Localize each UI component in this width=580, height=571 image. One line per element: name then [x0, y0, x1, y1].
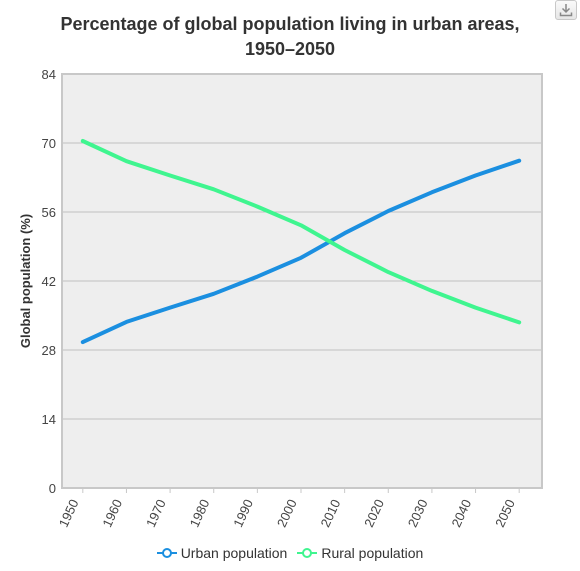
y-tick-label: 70: [42, 136, 56, 151]
chart-title-line-2: 1950–2050: [244, 39, 336, 59]
y-axis-ticks: 0 14 28 42 56 70 84: [42, 67, 56, 496]
x-tick-label: 1950: [56, 497, 82, 530]
legend: Urban population Rural population: [0, 545, 580, 561]
legend-item-1[interactable]: Rural population: [297, 545, 423, 561]
chart-title: Percentage of global population living i…: [0, 12, 580, 62]
y-tick-label: 84: [42, 67, 56, 82]
axes: [61, 73, 543, 489]
y-axis-label: Global population (%): [18, 214, 33, 348]
x-tick-label: 2010: [318, 497, 344, 530]
legend-label: Rural population: [321, 545, 424, 561]
y-tick-label: 28: [42, 343, 56, 358]
download-icon: [559, 4, 573, 17]
x-tick-label: 1970: [143, 497, 169, 530]
series-line-0[interactable]: [80, 158, 522, 345]
series-line-1[interactable]: [80, 139, 522, 325]
chart-title-line-1: Percentage of global population living i…: [60, 14, 520, 34]
legend-symbol-icon: [156, 547, 177, 559]
download-button[interactable]: [555, 0, 577, 20]
x-tick-label: 1990: [230, 497, 256, 530]
y-tick-label: 14: [42, 412, 56, 427]
y-tick-label: 56: [42, 205, 56, 220]
x-axis-ticks: 1950 1960 1970 1980 1990 2000 2010 2020 2030 2040…: [56, 488, 520, 530]
x-tick-label: 2000: [274, 497, 300, 530]
line-chart: 0 14 28 42 56 70 84 1950 1960 1970 1980 1990 2000 20…: [18, 67, 543, 530]
legend-label: Urban population: [180, 545, 288, 561]
series-lines: [80, 139, 522, 345]
x-tick-label: 2020: [361, 497, 387, 530]
x-tick-label: 1960: [99, 497, 125, 530]
x-tick-label: 2050: [492, 497, 518, 530]
legend-symbol-icon: [297, 547, 318, 559]
legend-item-0[interactable]: Urban population: [156, 545, 288, 561]
x-tick-label: 1980: [187, 497, 213, 530]
x-tick-label: 2040: [448, 497, 474, 530]
x-tick-label: 2030: [405, 497, 431, 530]
plot-border: [61, 73, 543, 489]
y-tick-label: 42: [42, 274, 56, 289]
y-tick-label: 0: [49, 481, 56, 496]
